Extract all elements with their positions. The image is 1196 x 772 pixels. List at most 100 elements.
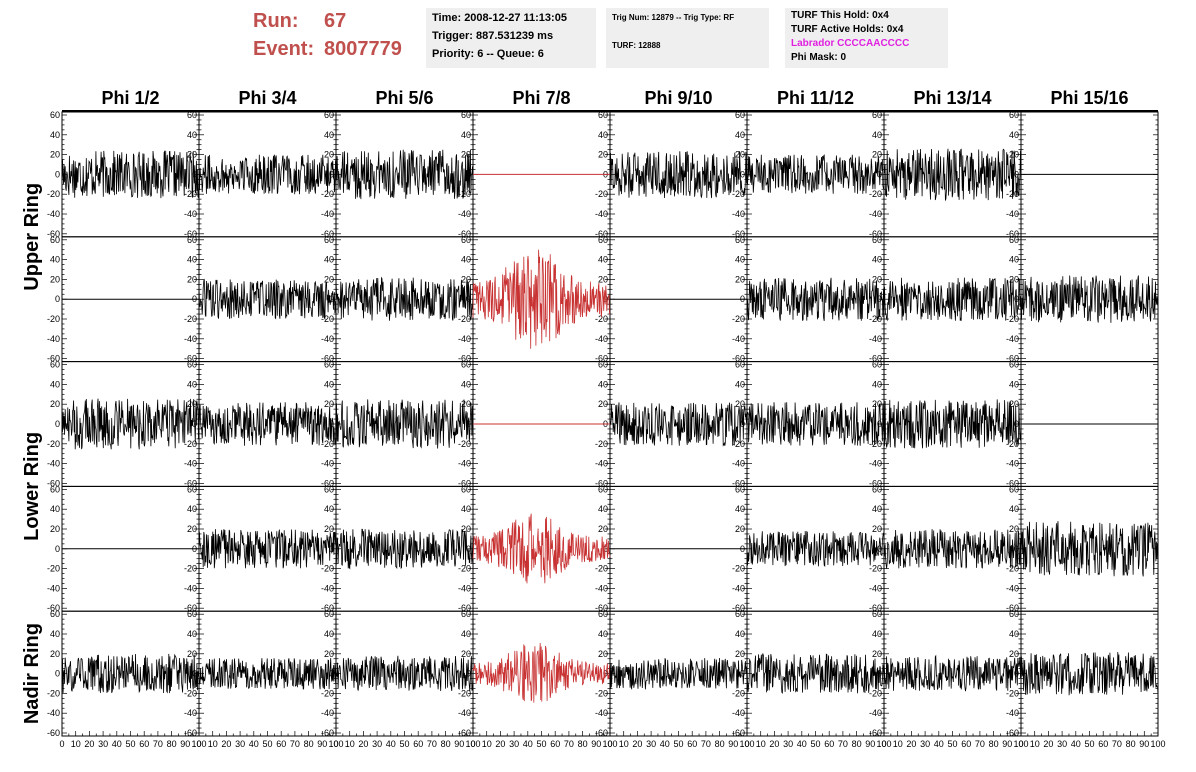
y-tick-label: 40: [324, 130, 334, 140]
y-tick-label: 20: [324, 399, 334, 409]
y-tick-label: 60: [461, 484, 471, 494]
event-value: 8007779: [324, 38, 402, 60]
x-tick-label: 90: [728, 739, 738, 749]
y-tick-label: 60: [598, 484, 608, 494]
y-tick-label: -60: [458, 354, 471, 364]
waveform-trace: [746, 402, 885, 446]
y-tick-label: -60: [458, 603, 471, 613]
y-tick-label: 60: [50, 484, 60, 494]
y-tick-label: -60: [321, 603, 334, 613]
priority-text: Priority: 6 -- Queue: 6: [432, 48, 544, 60]
x-tick-label: 50: [399, 739, 409, 749]
y-tick-label: -60: [732, 354, 745, 364]
x-tick-label: 60: [687, 739, 697, 749]
x-tick-label: 100: [191, 739, 206, 749]
y-tick-label: 0: [55, 544, 60, 554]
y-tick-label: 40: [872, 629, 882, 639]
waveform-trace: [198, 658, 337, 690]
y-tick-label: -20: [869, 688, 882, 698]
y-tick-label: -60: [732, 728, 745, 738]
x-tick-label: 40: [1071, 739, 1081, 749]
waveform-trace: [883, 399, 1022, 449]
y-tick-label: -20: [1006, 564, 1019, 574]
y-tick-label: 20: [735, 649, 745, 659]
x-tick-label: 20: [221, 739, 231, 749]
y-tick-label: -20: [595, 688, 608, 698]
x-tick-label: 50: [947, 739, 957, 749]
waveform-trace: [1020, 651, 1159, 696]
y-tick-label: -20: [458, 439, 471, 449]
waveform-trace: [883, 654, 1022, 692]
y-tick-label: -40: [869, 583, 882, 593]
x-tick-label: 50: [262, 739, 272, 749]
y-tick-label: -20: [595, 189, 608, 199]
run-value: 67: [324, 10, 347, 32]
y-tick-label: 0: [1014, 669, 1019, 679]
y-tick-label: -40: [732, 459, 745, 469]
x-tick-label: 80: [852, 739, 862, 749]
y-tick-label: 60: [50, 235, 60, 245]
x-tick-label: 10: [71, 739, 81, 749]
y-tick-label: 40: [598, 130, 608, 140]
x-tick-label: 60: [1098, 739, 1108, 749]
y-tick-label: 20: [187, 150, 197, 160]
row-group-title: Upper Ring: [21, 183, 43, 291]
y-tick-label: -20: [47, 564, 60, 574]
y-tick-label: -40: [595, 459, 608, 469]
x-tick-label: 100: [602, 739, 617, 749]
column-title: Phi 15/16: [1050, 88, 1128, 108]
x-tick-label: 70: [153, 739, 163, 749]
waveform-trace: [335, 655, 474, 692]
x-tick-label: 80: [304, 739, 314, 749]
column-title: Phi 7/8: [512, 88, 570, 108]
x-tick-label: 70: [1112, 739, 1122, 749]
y-tick-label: -60: [732, 478, 745, 488]
y-tick-label: 40: [461, 379, 471, 389]
waveform-trace: [746, 530, 885, 568]
y-tick-label: 40: [324, 379, 334, 389]
y-tick-label: 60: [50, 110, 60, 120]
x-tick-label: 80: [578, 739, 588, 749]
y-tick-label: 40: [735, 629, 745, 639]
turf-active-holds-text: TURF Active Holds: 0x4: [791, 24, 904, 35]
y-tick-label: 0: [329, 169, 334, 179]
y-tick-label: -20: [184, 314, 197, 324]
x-tick-label: 10: [345, 739, 355, 749]
y-tick-label: -40: [869, 708, 882, 718]
y-tick-label: 40: [461, 130, 471, 140]
y-tick-label: 0: [466, 544, 471, 554]
x-tick-label: 50: [810, 739, 820, 749]
waveform-trace: [335, 149, 474, 200]
y-tick-label: -20: [458, 314, 471, 324]
x-tick-label: 0: [196, 739, 201, 749]
run-label: Run:: [253, 10, 299, 32]
y-tick-label: -40: [1006, 708, 1019, 718]
x-tick-label: 100: [876, 739, 891, 749]
x-tick-label: 0: [470, 739, 475, 749]
time-info-box: Time: 2008-12-27 11:13:05 Trigger: 887.5…: [426, 8, 596, 68]
y-tick-label: -40: [595, 209, 608, 219]
turf-text: TURF: 12888: [612, 41, 661, 50]
y-tick-label: -60: [595, 354, 608, 364]
x-tick-label: 90: [865, 739, 875, 749]
x-tick-label: 50: [125, 739, 135, 749]
y-tick-label: -60: [321, 229, 334, 239]
x-tick-label: 80: [989, 739, 999, 749]
y-tick-label: -60: [595, 478, 608, 488]
y-tick-label: 40: [1009, 504, 1019, 514]
y-tick-label: 0: [740, 169, 745, 179]
y-tick-label: 20: [598, 150, 608, 160]
y-tick-label: 60: [461, 235, 471, 245]
x-tick-label: 100: [739, 739, 754, 749]
x-tick-label: 0: [607, 739, 612, 749]
x-tick-label: 70: [564, 739, 574, 749]
column-title: Phi 11/12: [777, 88, 854, 108]
y-tick-label: -40: [458, 708, 471, 718]
y-tick-label: 40: [324, 504, 334, 514]
y-tick-label: 60: [735, 360, 745, 370]
y-tick-label: 0: [55, 669, 60, 679]
x-tick-label: 20: [906, 739, 916, 749]
y-tick-label: -40: [732, 334, 745, 344]
y-tick-label: 40: [735, 130, 745, 140]
y-tick-label: -20: [321, 439, 334, 449]
